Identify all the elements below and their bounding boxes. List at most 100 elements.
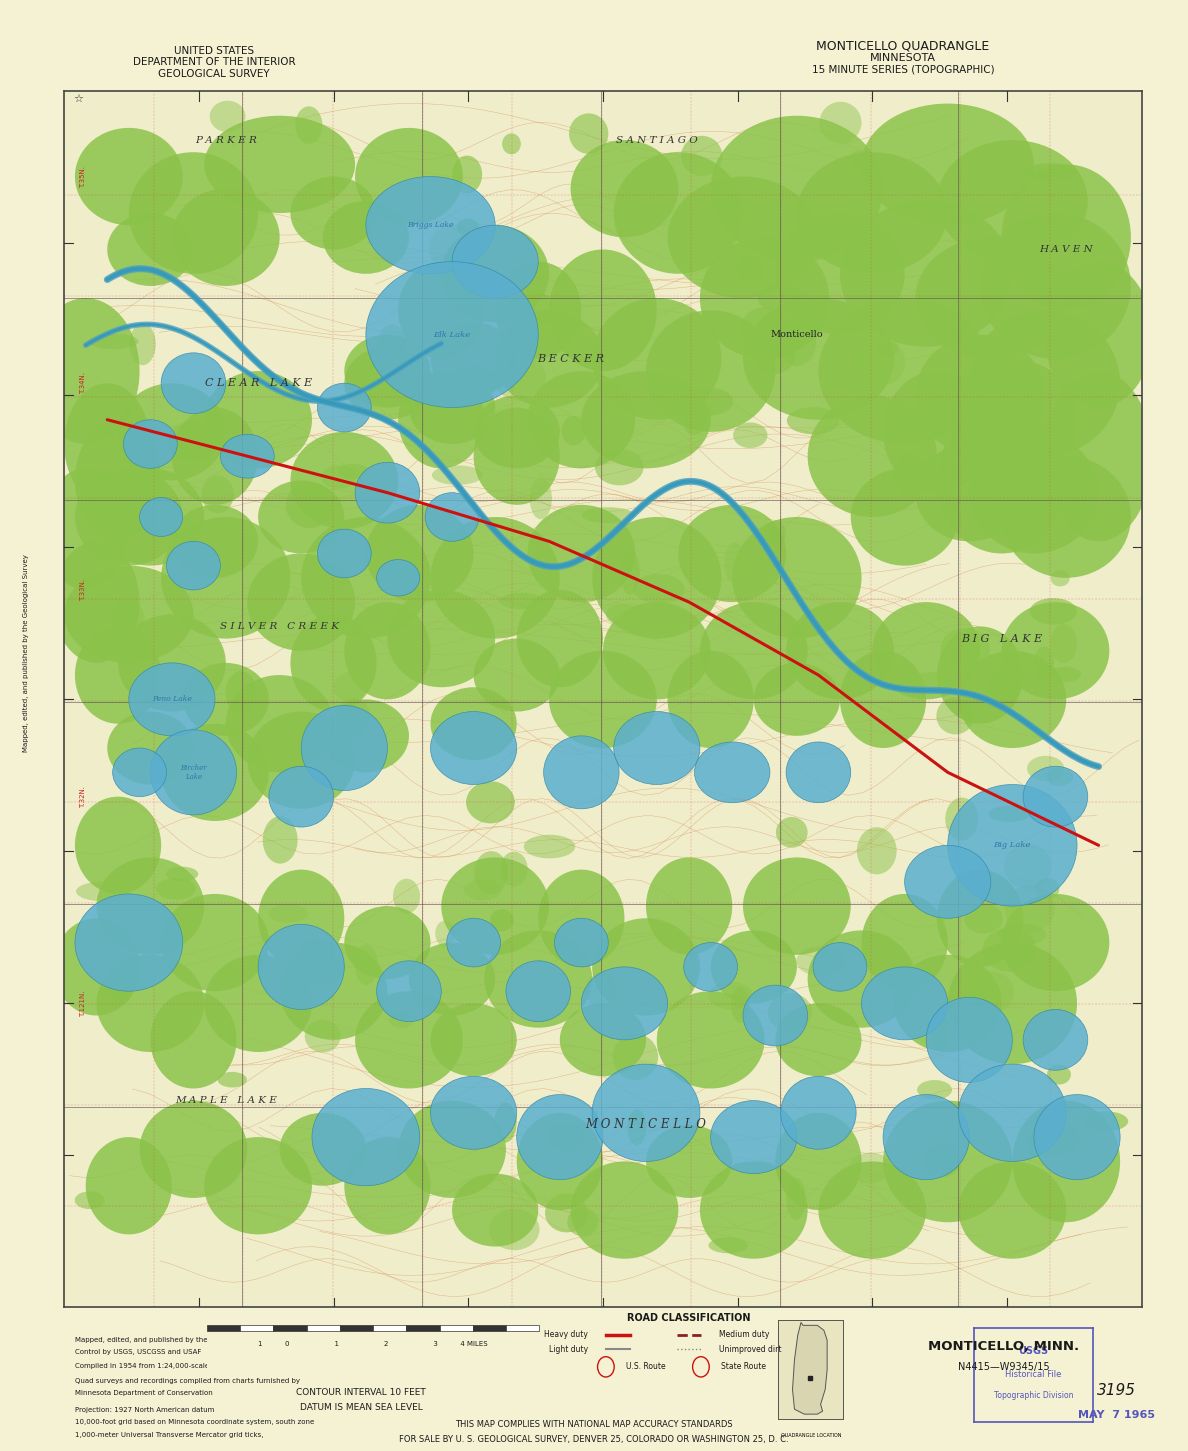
Ellipse shape	[936, 698, 974, 734]
Ellipse shape	[851, 151, 868, 168]
Ellipse shape	[166, 866, 198, 881]
Ellipse shape	[302, 705, 387, 791]
Text: 15 MINUTE SERIES (TOPOGRAPHIC): 15 MINUTE SERIES (TOPOGRAPHIC)	[811, 65, 994, 74]
Text: QUADRANGLE LOCATION: QUADRANGLE LOCATION	[781, 1432, 841, 1438]
Text: Bircher
Lake: Bircher Lake	[181, 763, 207, 781]
Ellipse shape	[1023, 766, 1088, 827]
Ellipse shape	[204, 1138, 312, 1235]
Ellipse shape	[108, 968, 134, 1004]
Ellipse shape	[279, 1113, 366, 1185]
Ellipse shape	[893, 955, 1001, 1052]
Ellipse shape	[345, 1138, 430, 1235]
Ellipse shape	[786, 408, 839, 434]
Ellipse shape	[204, 371, 312, 469]
Ellipse shape	[302, 517, 430, 638]
Ellipse shape	[500, 852, 527, 887]
Ellipse shape	[409, 371, 495, 444]
Ellipse shape	[606, 604, 640, 625]
Text: Control by USGS, USCGSS and USAF: Control by USGS, USCGSS and USAF	[75, 1349, 201, 1355]
Ellipse shape	[474, 396, 560, 469]
Ellipse shape	[796, 946, 846, 977]
Ellipse shape	[646, 858, 732, 955]
Ellipse shape	[808, 396, 937, 517]
Ellipse shape	[96, 955, 204, 1052]
Ellipse shape	[118, 614, 226, 711]
Ellipse shape	[86, 1138, 172, 1235]
Ellipse shape	[990, 667, 1019, 705]
Ellipse shape	[317, 530, 371, 577]
Ellipse shape	[753, 663, 840, 736]
Ellipse shape	[366, 505, 474, 602]
Ellipse shape	[1001, 894, 1110, 991]
Text: Medium duty: Medium duty	[719, 1331, 769, 1339]
Ellipse shape	[258, 924, 345, 1010]
Ellipse shape	[162, 724, 268, 821]
Ellipse shape	[687, 387, 733, 415]
Ellipse shape	[620, 550, 639, 595]
Ellipse shape	[441, 225, 549, 322]
Ellipse shape	[682, 403, 706, 435]
Text: MAY  7 1965: MAY 7 1965	[1079, 1410, 1155, 1419]
Ellipse shape	[226, 672, 257, 714]
Ellipse shape	[430, 322, 517, 396]
Ellipse shape	[453, 225, 538, 297]
Ellipse shape	[172, 408, 258, 505]
Ellipse shape	[366, 177, 495, 274]
Text: C L E A R   L A K E: C L E A R L A K E	[204, 379, 311, 389]
Ellipse shape	[740, 308, 789, 354]
Ellipse shape	[555, 918, 608, 966]
Ellipse shape	[53, 918, 139, 1016]
Ellipse shape	[592, 297, 721, 419]
Ellipse shape	[937, 408, 1067, 553]
Ellipse shape	[355, 945, 378, 985]
Ellipse shape	[88, 334, 139, 350]
Text: T.32N.: T.32N.	[81, 785, 87, 808]
Ellipse shape	[355, 463, 419, 522]
Ellipse shape	[627, 1110, 646, 1145]
Ellipse shape	[1050, 570, 1069, 586]
Ellipse shape	[948, 785, 1078, 905]
Ellipse shape	[453, 155, 482, 193]
Ellipse shape	[296, 953, 342, 985]
Ellipse shape	[166, 541, 221, 591]
Ellipse shape	[64, 383, 151, 505]
Ellipse shape	[613, 1033, 658, 1080]
Text: ☆: ☆	[74, 94, 83, 103]
Text: Elk Lake: Elk Lake	[434, 331, 470, 338]
Text: THIS MAP COMPLIES WITH NATIONAL MAP ACCURACY STANDARDS: THIS MAP COMPLIES WITH NATIONAL MAP ACCU…	[455, 1421, 733, 1429]
Ellipse shape	[156, 878, 196, 900]
Ellipse shape	[202, 476, 234, 514]
Ellipse shape	[840, 650, 927, 749]
Ellipse shape	[883, 371, 991, 493]
Ellipse shape	[549, 250, 657, 371]
Ellipse shape	[813, 943, 867, 991]
Ellipse shape	[499, 593, 544, 609]
Ellipse shape	[76, 882, 129, 901]
Ellipse shape	[96, 469, 204, 566]
Ellipse shape	[290, 177, 377, 250]
Ellipse shape	[538, 869, 625, 966]
Ellipse shape	[849, 1152, 892, 1183]
Ellipse shape	[998, 924, 1047, 945]
Ellipse shape	[345, 347, 430, 419]
Ellipse shape	[394, 546, 424, 566]
Ellipse shape	[474, 852, 508, 894]
Ellipse shape	[1005, 885, 1055, 933]
Ellipse shape	[927, 997, 1012, 1082]
Ellipse shape	[377, 961, 441, 1022]
Ellipse shape	[124, 419, 177, 469]
Ellipse shape	[710, 930, 797, 1004]
Ellipse shape	[940, 628, 990, 670]
Ellipse shape	[872, 602, 980, 699]
Ellipse shape	[700, 1161, 808, 1258]
Ellipse shape	[1044, 261, 1152, 408]
Ellipse shape	[776, 817, 808, 847]
Ellipse shape	[268, 905, 309, 923]
Ellipse shape	[1050, 624, 1076, 663]
Ellipse shape	[495, 311, 602, 408]
Text: Minnesota Department of Conservation: Minnesota Department of Conservation	[75, 1390, 213, 1396]
Text: B E C K E R: B E C K E R	[537, 354, 604, 364]
Ellipse shape	[876, 341, 898, 355]
Ellipse shape	[700, 602, 808, 699]
Text: M A P L E   L A K E: M A P L E L A K E	[175, 1096, 277, 1106]
